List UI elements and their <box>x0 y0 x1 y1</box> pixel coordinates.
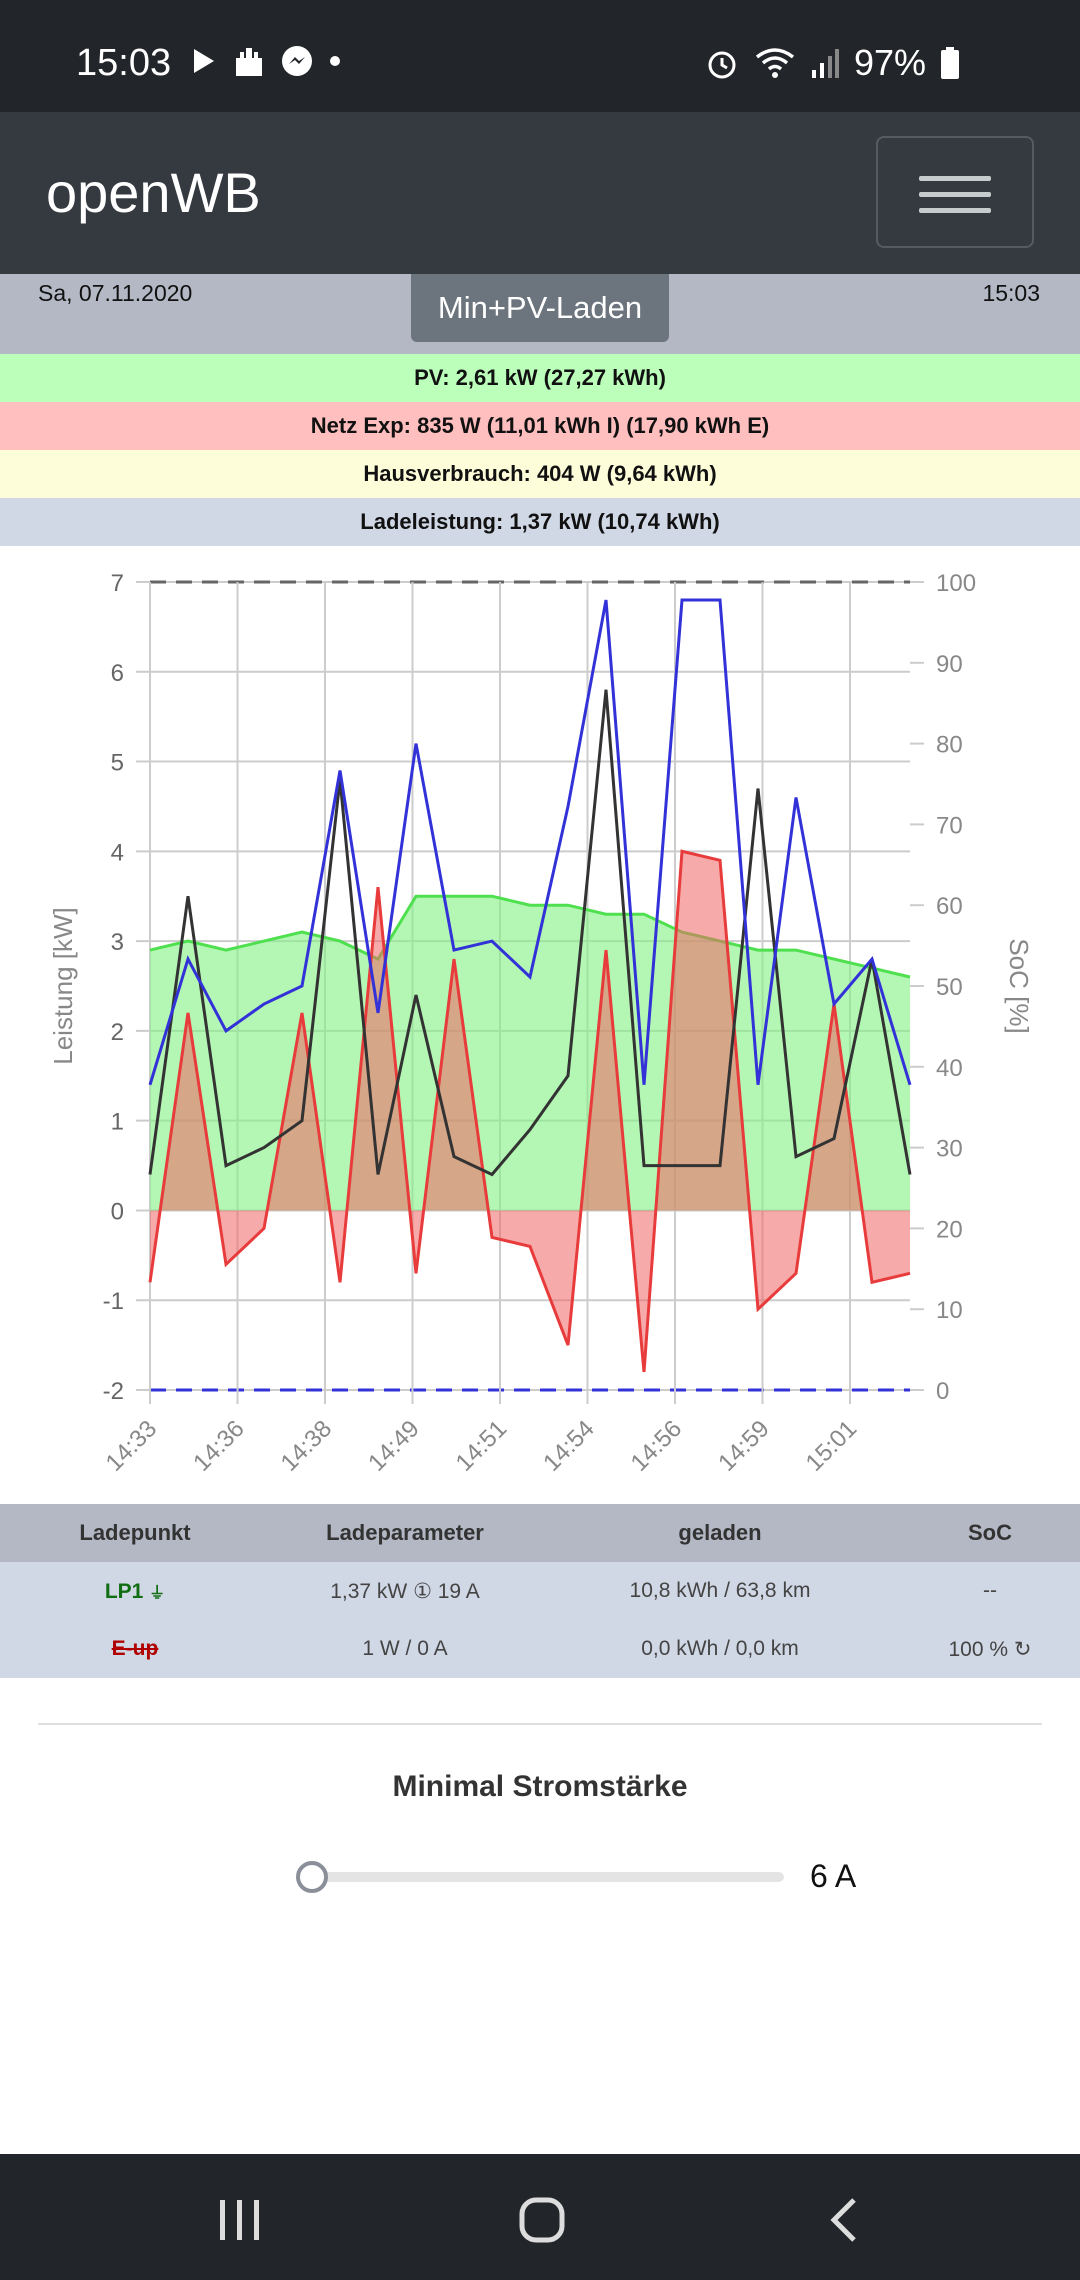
power-chart: 7 6 5 4 3 2 1 0 -1 -2 100 90 80 70 60 50 40 30 20 10 0 14:33 1… <box>0 546 1080 1504</box>
battery-icon <box>941 47 959 79</box>
menu-bar-icon <box>919 176 991 181</box>
eup-soc: 100 % <box>948 1637 1009 1661</box>
y-tick-label: 2 <box>111 1019 124 1046</box>
hamburger-menu-button[interactable] <box>876 136 1034 248</box>
y2-tick-label: 50 <box>936 974 963 1001</box>
y2-tick-label: 30 <box>936 1136 963 1163</box>
eup-loaded: 0,0 kWh / 0,0 km <box>641 1637 799 1660</box>
charge-mode-button[interactable]: Min+PV-Laden <box>411 274 669 342</box>
pv-info-row: PV: 2,61 kW (27,27 kWh) <box>0 354 1080 402</box>
charge-info-row: Ladeleistung: 1,37 kW (10,74 kWh) <box>0 498 1080 546</box>
charge-points-table: Ladepunkt Ladeparameter geladen SoC LP1 … <box>0 1504 1080 1678</box>
system-icons: 97% <box>704 42 960 84</box>
navbar: openWB <box>0 112 1080 274</box>
notification-icons <box>188 44 342 78</box>
x-tick-label: 14:33 <box>101 1415 163 1477</box>
min-current-title: Minimal Stromstärke <box>392 1770 688 1803</box>
min-current-slider-track[interactable] <box>312 1872 784 1882</box>
y2-tick-label: 70 <box>936 812 963 839</box>
lp1-label: LP1 <box>104 1579 144 1603</box>
brand-logo-text[interactable]: openWB <box>46 161 261 224</box>
home-icon[interactable] <box>518 2196 566 2244</box>
header-ladepunkt: Ladepunkt <box>79 1520 191 1545</box>
table-row: LP1 ⏚ 1,37 kW ① 19 A 10,8 kWh / 63,8 km … <box>0 1562 1080 1620</box>
table-header: Ladepunkt Ladeparameter geladen SoC <box>0 1504 1080 1562</box>
series-line-netz <box>148 849 911 1373</box>
plug-icon: ⏚ <box>149 1584 166 1602</box>
series-area-pv <box>150 896 910 1211</box>
date-row: Sa, 07.11.2020 Min+PV-Laden 15:03 <box>0 274 1080 354</box>
back-icon[interactable] <box>826 2196 862 2244</box>
y2-tick-label: 100 <box>936 570 976 597</box>
y-tick-label: -2 <box>103 1378 124 1405</box>
y2-tick-label: 10 <box>936 1297 963 1324</box>
min-current-value: 6 A <box>810 1858 857 1894</box>
lp1-soc: -- <box>983 1579 997 1602</box>
y-tick-label: -1 <box>103 1288 124 1315</box>
house-info-row: Hausverbrauch: 404 W (9,64 kWh) <box>0 450 1080 498</box>
eup-name[interactable]: E-up <box>111 1637 159 1660</box>
x-tick-label: 14:56 <box>626 1415 688 1477</box>
y-tick-label: 3 <box>111 929 124 956</box>
header-ladeparameter: Ladeparameter <box>326 1520 484 1545</box>
grid-info-row: Netz Exp: 835 W (11,01 kWh I) (17,90 kWh… <box>0 402 1080 450</box>
y-tick-label: 1 <box>111 1109 124 1136</box>
current-time: 15:03 <box>982 280 1040 306</box>
menu-bar-icon <box>919 192 991 197</box>
y-tick-label: 7 <box>111 570 124 597</box>
y2-tick-label: 40 <box>936 1055 963 1082</box>
status-time: 15:03 <box>76 42 172 84</box>
table-row: E-up 1 W / 0 A 0,0 kWh / 0,0 km 100 % ↻ <box>0 1620 1080 1678</box>
current-date: Sa, 07.11.2020 <box>38 280 193 306</box>
lp1-param: 1,37 kW ① 19 A <box>330 1579 480 1603</box>
eup-soc-cell: 100 % ↻ <box>900 1637 1080 1662</box>
series-line-haus <box>148 689 912 1177</box>
lp1-loaded: 10,8 kWh / 63,8 km <box>629 1579 811 1602</box>
menu-bar-icon <box>919 208 991 213</box>
y2-tick-label: 20 <box>936 1216 963 1243</box>
series-line-pv <box>149 894 911 979</box>
header-soc: SoC <box>968 1520 1012 1545</box>
x-tick-label: 14:54 <box>538 1415 600 1477</box>
series-line-ladeleistung <box>148 598 912 1086</box>
header-geladen: geladen <box>678 1520 762 1545</box>
y2-tick-label: 60 <box>936 893 963 920</box>
x-tick-label: 14:51 <box>451 1415 513 1477</box>
castle-icon <box>236 48 262 76</box>
alarm-icon <box>708 51 736 79</box>
play-store-icon <box>194 49 214 73</box>
x-tick-label: 14:36 <box>188 1415 250 1477</box>
divider <box>38 1723 1042 1725</box>
series-area-netz <box>150 851 910 1372</box>
y-tick-label: 4 <box>111 839 124 866</box>
signal-icon <box>811 49 839 78</box>
y-axis-label: Leistung [kW] <box>48 907 78 1065</box>
y2-tick-label: 90 <box>936 651 963 678</box>
messenger-icon <box>282 46 312 76</box>
recent-apps-icon[interactable] <box>216 2198 264 2242</box>
wifi-icon <box>755 48 795 78</box>
android-navigation-bar <box>0 2154 1080 2280</box>
status-bar: 15:03 97% <box>0 0 1080 112</box>
x-tick-label: 14:49 <box>363 1415 425 1477</box>
refresh-icon[interactable]: ↻ <box>1013 1637 1032 1661</box>
x-tick-label: 14:38 <box>276 1415 338 1477</box>
battery-percent: 97% <box>853 42 926 83</box>
y2-tick-label: 80 <box>936 732 963 759</box>
dot-icon <box>330 56 340 66</box>
y2-tick-label: 0 <box>936 1378 949 1405</box>
x-tick-label: 14:59 <box>713 1415 775 1477</box>
min-current-slider-handle[interactable] <box>296 1861 328 1893</box>
y-tick-label: 5 <box>111 750 124 777</box>
y-tick-label: 0 <box>111 1198 124 1225</box>
eup-param: 1 W / 0 A <box>362 1637 448 1660</box>
lp1-name[interactable]: LP1 ⏚ <box>0 1579 270 1604</box>
y-tick-label: 6 <box>111 660 124 687</box>
x-tick-label: 15:01 <box>801 1415 863 1477</box>
y2-axis-label: SoC [%] <box>1004 938 1034 1033</box>
